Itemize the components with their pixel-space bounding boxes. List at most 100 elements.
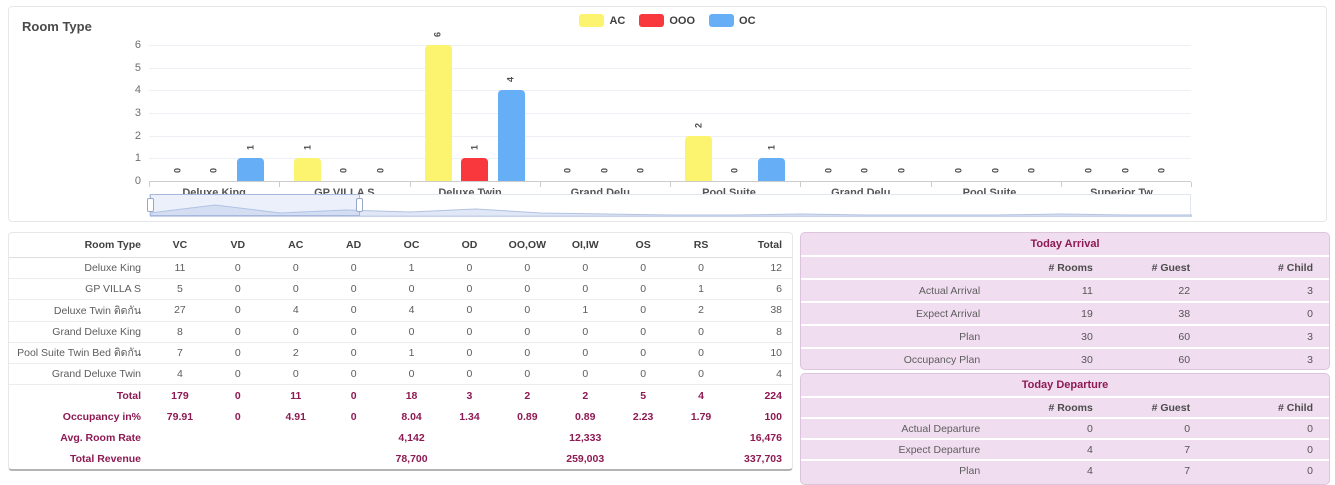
datazoom-slider[interactable] xyxy=(147,194,1193,218)
chart-legend: AC OOO OC xyxy=(9,14,1326,27)
legend-swatch-ooo xyxy=(639,14,665,27)
x-axis-tick xyxy=(539,182,541,187)
table-cell: 1 xyxy=(408,262,415,275)
y-axis-tick-label: 3 xyxy=(134,107,141,119)
table-row[interactable]: Grand Deluxe Twin 4 0 0 0 0 0 0 0 0 0 4 xyxy=(9,364,792,386)
panel-row-value: 0 xyxy=(1307,307,1313,320)
datazoom-data-shadow xyxy=(149,204,1193,218)
bar-ooo[interactable] xyxy=(461,158,489,181)
today-arrival-panel: Today Arrival # Rooms # Guest # Child Actual… xyxy=(800,232,1330,370)
table-summary-cell: Occupancy in% xyxy=(62,410,141,423)
table-summary-cell: 2 xyxy=(524,389,531,402)
panel-row-value: 3 xyxy=(1307,284,1313,297)
table-cell: 0 xyxy=(640,304,647,317)
table-summary-cell: 4.91 xyxy=(285,410,306,423)
table-cell: 0 xyxy=(234,346,241,359)
table-summary-cell: 0 xyxy=(350,410,357,423)
bar-ac[interactable] xyxy=(685,135,713,181)
gridline xyxy=(149,67,1191,69)
table-cell: Deluxe Twin ติดกัน xyxy=(53,304,141,317)
datazoom-right-handle[interactable] xyxy=(356,198,364,212)
panel-row: Occupancy Plan 30 60 3 xyxy=(801,347,1329,369)
table-cell: 0 xyxy=(582,325,589,338)
legend-item-ac[interactable]: AC xyxy=(579,14,625,27)
legend-swatch-ac xyxy=(579,14,605,27)
panel-row-value: 3 xyxy=(1307,353,1313,366)
datazoom-window[interactable] xyxy=(150,194,361,216)
table-cell: 27 xyxy=(174,304,186,317)
legend-label: OOO xyxy=(669,14,696,27)
panel-row-value: 7 xyxy=(1184,443,1191,456)
table-summary-cell: 179 xyxy=(171,389,189,402)
table-cell: 0 xyxy=(582,283,589,296)
chart-title: Room Type xyxy=(22,19,92,34)
table-cell: 0 xyxy=(466,262,473,275)
table-cell: 0 xyxy=(350,346,357,359)
table-header-cell: OC xyxy=(403,239,420,251)
table-header-row: Room Type VC VD AC AD OC OD OO,OW OI,IW OS RS Total xyxy=(9,233,792,258)
legend-item-ooo[interactable]: OOO xyxy=(639,14,695,27)
table-summary-row: Total 179 0 11 0 18 3 2 2 5 4 224 xyxy=(9,385,792,406)
panel-row-value: 60 xyxy=(1178,353,1191,366)
datazoom-left-handle[interactable] xyxy=(147,198,154,212)
table-header-cell: OS xyxy=(635,239,651,251)
table-cell: 0 xyxy=(466,346,473,359)
table-summary-cell: Total xyxy=(116,389,141,402)
table-row[interactable]: GP VILLA S 5 0 0 0 0 0 0 0 0 1 6 xyxy=(9,279,792,301)
panel-row-value: 30 xyxy=(1081,353,1093,366)
table-cell: 4 xyxy=(292,304,299,317)
table-cell: 6 xyxy=(776,283,782,296)
table-row[interactable]: Deluxe King 11 0 0 0 1 0 0 0 0 0 12 xyxy=(9,258,792,280)
bar-value-label: 0 xyxy=(635,168,646,174)
table-cell: 0 xyxy=(524,304,531,317)
panel-row: Actual Arrival 11 22 3 xyxy=(801,278,1329,301)
table-summary-cell: 18 xyxy=(405,389,418,402)
y-axis-tick-label: 2 xyxy=(134,129,141,142)
table-summary-cell: 2.23 xyxy=(632,410,654,423)
panel-header-row: # Rooms # Guest # Child xyxy=(801,255,1329,278)
table-row[interactable]: Deluxe Twin ติดกัน 27 0 4 0 4 0 0 1 0 2 38 xyxy=(9,300,792,322)
table-cell: 0 xyxy=(582,262,589,275)
table-cell: 0 xyxy=(466,304,473,317)
table-cell: 0 xyxy=(524,368,531,381)
bar-value-label: 0 xyxy=(208,168,219,174)
table-cell: 2 xyxy=(698,304,704,317)
table-row[interactable]: Grand Deluxe King 8 0 0 0 0 0 0 0 0 0 8 xyxy=(9,322,792,343)
table-summary-cell: 4,142 xyxy=(398,432,425,445)
bar-value-label: 6 xyxy=(432,32,443,38)
bar-value-label: 0 xyxy=(172,168,183,174)
x-axis-tick xyxy=(149,182,150,187)
panel-header-cell: # Guest xyxy=(1151,261,1191,274)
table-cell: 0 xyxy=(408,283,415,296)
table-summary-cell: 2 xyxy=(582,389,589,402)
gridline xyxy=(149,45,1191,46)
legend-item-oc[interactable]: OC xyxy=(709,14,756,27)
table-cell: 0 xyxy=(350,368,357,381)
table-cell: 0 xyxy=(524,325,531,338)
table-header-cell: OI,IW xyxy=(571,239,599,251)
table-row[interactable]: Pool Suite Twin Bed ติดกัน 7 0 2 0 1 0 0 0 0 0 10 xyxy=(9,343,792,364)
panel-row-label: Actual Arrival xyxy=(918,284,981,297)
panel-row: Expect Departure 4 7 0 xyxy=(801,438,1329,459)
bar-oc[interactable] xyxy=(758,158,786,181)
table-cell: 4 xyxy=(408,304,415,317)
panel-header-cell: # Child xyxy=(1277,401,1313,414)
table-cell: 0 xyxy=(350,304,357,317)
bar-oc[interactable] xyxy=(237,158,265,181)
bar-oc[interactable] xyxy=(497,90,525,181)
table-cell: 0 xyxy=(408,325,415,338)
panel-row-value: 4 xyxy=(1086,443,1093,456)
x-axis-tick xyxy=(409,182,411,187)
y-axis-tick-label: 0 xyxy=(134,175,141,187)
table-cell: 0 xyxy=(640,368,647,381)
table-summary-cell: 0 xyxy=(350,389,357,402)
y-axis-tick-label: 1 xyxy=(134,152,141,165)
panel-row-label: Expect Departure xyxy=(898,443,981,456)
table-cell: 0 xyxy=(234,262,241,275)
table-cell: 0 xyxy=(408,368,415,381)
table-summary-row: Total Revenue 78,700 259,003 337,703 xyxy=(9,449,792,469)
panel-row-label: Expect Arrival xyxy=(915,307,981,320)
table-cell: 0 xyxy=(234,304,241,317)
bar-ac[interactable] xyxy=(424,45,452,181)
bar-ac[interactable] xyxy=(294,158,322,181)
